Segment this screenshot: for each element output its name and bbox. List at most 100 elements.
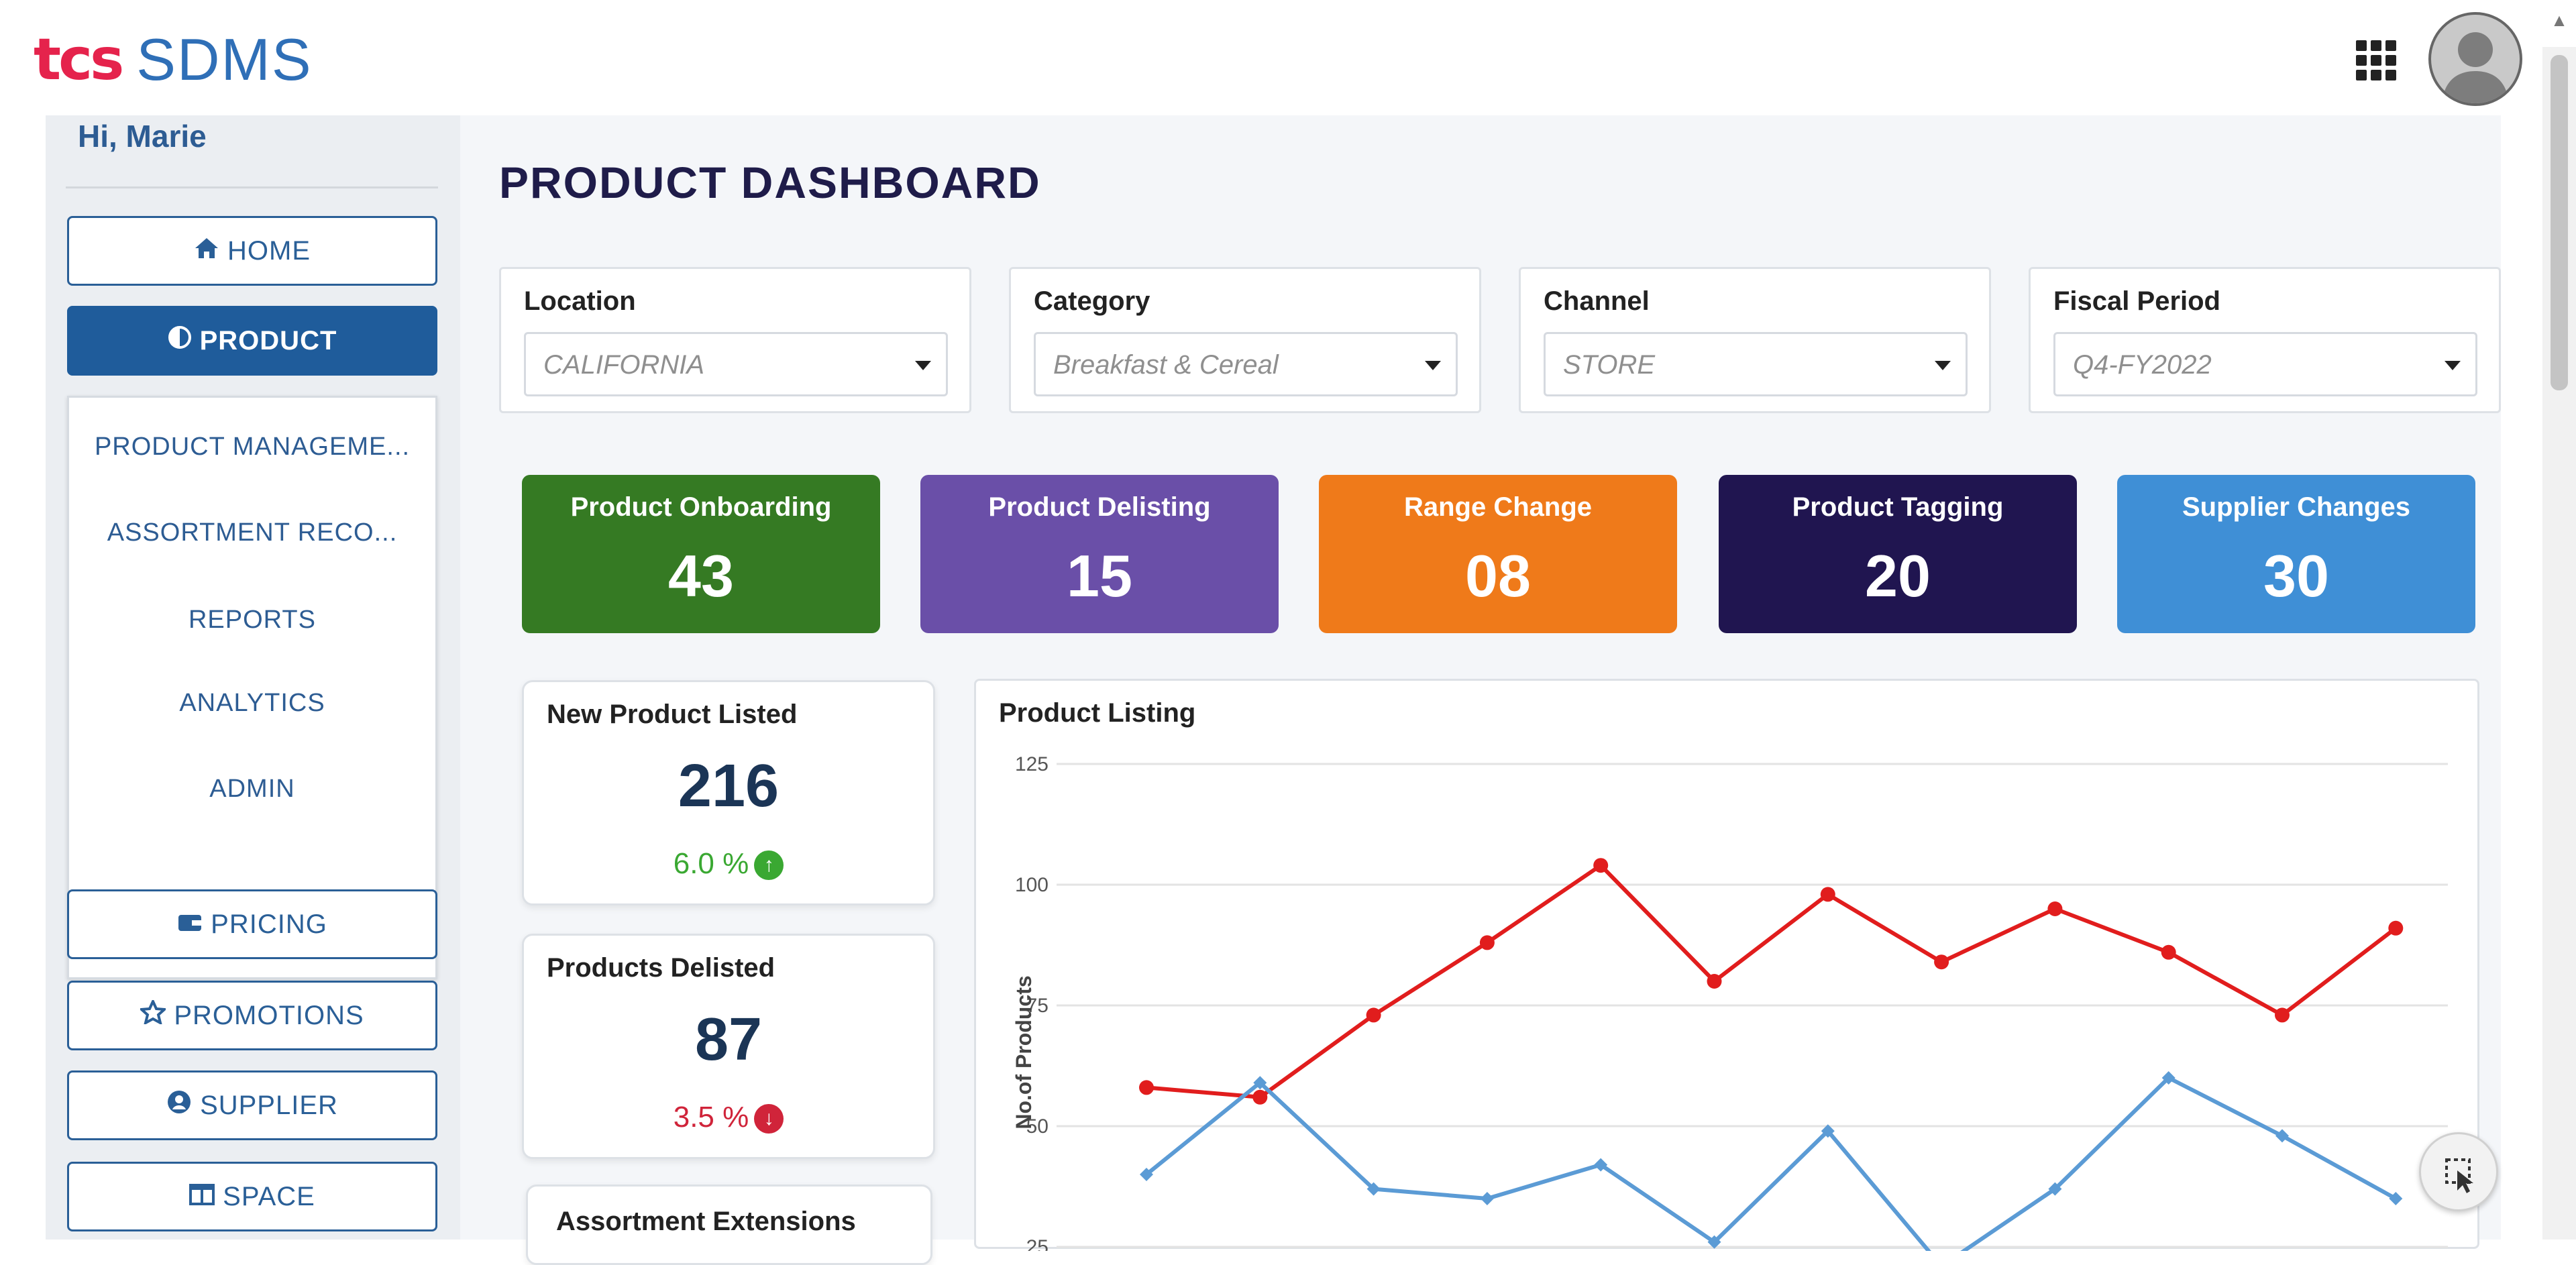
kpi-product-tagging[interactable]: Product Tagging 20	[1719, 475, 2077, 633]
stat-change-text: 3.5 %	[673, 1101, 749, 1134]
nav-product-label: PRODUCT	[199, 325, 337, 355]
nav-product-button[interactable]: PRODUCT	[67, 306, 437, 376]
main-content: PRODUCT DASHBOARD Location CALIFORNIA Ca…	[460, 115, 2501, 1265]
series-1-point	[1252, 1089, 1268, 1105]
filter-fiscal-period: Fiscal Period Q4-FY2022	[2029, 267, 2501, 413]
series-2-point	[1366, 1182, 1381, 1196]
series-2-point	[1253, 1076, 1267, 1090]
kpi-supplier-changes[interactable]: Supplier Changes 30	[2117, 475, 2475, 633]
stat-title: Products Delisted	[547, 953, 775, 983]
submenu-assortment-reco[interactable]: ASSORTMENT RECO...	[107, 518, 398, 547]
series-1-point	[1707, 974, 1722, 989]
nav-space-button[interactable]: SPACE	[67, 1162, 437, 1231]
user-avatar-icon[interactable]	[2428, 12, 2522, 106]
nav-pricing-button[interactable]: PRICING	[67, 889, 437, 959]
series-2-point	[2275, 1129, 2289, 1143]
series-2-point	[1594, 1158, 1608, 1172]
kpi-label: Range Change	[1403, 492, 1593, 522]
columns-icon	[189, 1182, 215, 1212]
stat-title: New Product Listed	[547, 700, 798, 729]
stat-value: 216	[678, 753, 780, 820]
half-circle-icon	[168, 325, 192, 356]
submenu-admin[interactable]: ADMIN	[209, 775, 295, 803]
stat-change: 3.5 % ↓	[524, 1101, 933, 1134]
stat-assortment-extensions[interactable]: Assortment Extensions	[526, 1185, 932, 1265]
stat-value: 87	[694, 1006, 763, 1073]
series-2-line	[1145, 1076, 2397, 1251]
cursor-select-fab[interactable]	[2419, 1132, 2498, 1211]
filter-value: STORE	[1563, 350, 1656, 380]
star-icon	[138, 998, 168, 1031]
nav-promotions-label: PROMOTIONS	[174, 1000, 364, 1030]
filter-category: Category Breakfast & Cereal	[1009, 267, 1481, 413]
series-1-point	[2047, 901, 2063, 916]
submenu-analytics[interactable]: ANALYTICS	[179, 689, 325, 717]
nav-home-label: HOME	[227, 235, 311, 266]
nav-supplier-button[interactable]: SUPPLIER	[67, 1070, 437, 1140]
nav-promotions-button[interactable]: PROMOTIONS	[67, 981, 437, 1050]
tcs-sdms-logo[interactable]: tcs SDMS	[34, 23, 313, 97]
y-tick-label: 50	[1026, 1115, 1049, 1138]
filter-value: CALIFORNIA	[543, 350, 705, 380]
scrollbar-thumb[interactable]	[2551, 55, 2568, 390]
filter-label: Channel	[1544, 286, 1650, 316]
series-2-point	[2161, 1071, 2176, 1085]
series-2-point	[1140, 1168, 1153, 1181]
caret-down-icon	[2445, 361, 2461, 370]
filter-label: Fiscal Period	[2053, 286, 2220, 316]
kpi-label: Product Delisting	[988, 492, 1211, 522]
chart-title: Product Listing	[999, 698, 1196, 728]
kpi-label: Product Tagging	[1792, 492, 2004, 522]
kpi-product-delisting[interactable]: Product Delisting 15	[920, 475, 1279, 633]
fiscal-period-select[interactable]: Q4-FY2022	[2053, 332, 2477, 396]
category-select[interactable]: Breakfast & Cereal	[1034, 332, 1458, 396]
arrow-down-circle-icon: ↓	[754, 1104, 784, 1134]
greeting-divider	[66, 186, 438, 188]
product-listing-chart-card: Product Listing 125 100 75 50 25 No.of Produc…	[974, 679, 2479, 1251]
filter-value: Breakfast & Cereal	[1053, 350, 1279, 380]
product-listing-chart: 125 100 75 50 25 No.of Products	[1012, 753, 2448, 1251]
filter-label: Category	[1034, 286, 1150, 316]
series-1-point	[1593, 858, 1609, 873]
scroll-up-arrow-icon[interactable]: ▲	[2551, 10, 2568, 30]
series-1-point	[2161, 944, 2176, 960]
home-icon	[194, 236, 219, 266]
y-tick-label: 75	[1026, 995, 1049, 1017]
filter-location: Location CALIFORNIA	[499, 267, 971, 413]
user-greeting: Hi, Marie	[78, 119, 207, 154]
page-scrollbar[interactable]	[2542, 47, 2576, 1240]
series-1-line	[1146, 863, 2398, 1099]
product-submenu: PRODUCT MANAGEME... ASSORTMENT RECO... R…	[67, 396, 437, 979]
kpi-value: 20	[1865, 543, 1931, 609]
kpi-product-onboarding[interactable]: Product Onboarding 43	[522, 475, 880, 633]
series-1-point	[1820, 887, 1835, 902]
user-circle-icon	[166, 1089, 192, 1121]
sidebar: Hi, Marie HOME PRODUCT PRODUCT MANAGEME.…	[46, 115, 460, 1240]
page-title: PRODUCT DASHBOARD	[499, 158, 1041, 207]
stat-products-delisted[interactable]: Products Delisted 87 3.5 % ↓	[522, 934, 935, 1159]
arrow-up-circle-icon: ↑	[754, 850, 784, 881]
y-tick-label: 125	[1015, 753, 1049, 775]
series-2-point	[1480, 1192, 1494, 1205]
stat-change-text: 6.0 %	[673, 847, 749, 880]
caret-down-icon	[1935, 361, 1951, 370]
caret-down-icon	[1425, 361, 1441, 370]
submenu-reports[interactable]: REPORTS	[188, 606, 316, 634]
kpi-label: Supplier Changes	[2182, 492, 2411, 522]
series-1-point	[1366, 1007, 1381, 1023]
logo-prefix: tcs	[34, 26, 124, 93]
nav-home-button[interactable]: HOME	[67, 216, 437, 286]
y-tick-label: 100	[1015, 874, 1049, 896]
series-1-point	[1139, 1080, 1154, 1095]
stat-new-product-listed[interactable]: New Product Listed 216 6.0 % ↑	[522, 680, 935, 905]
kpi-range-change[interactable]: Range Change 08	[1319, 475, 1677, 633]
apps-grid-icon[interactable]	[2356, 40, 2400, 80]
location-select[interactable]: CALIFORNIA	[524, 332, 948, 396]
nav-supplier-label: SUPPLIER	[200, 1090, 338, 1120]
caret-down-icon	[915, 361, 931, 370]
channel-select[interactable]: STORE	[1544, 332, 1968, 396]
series-1-point	[2275, 1007, 2290, 1023]
submenu-product-management[interactable]: PRODUCT MANAGEME...	[94, 433, 411, 461]
logo-name: SDMS	[136, 26, 313, 93]
series-2-point	[2048, 1182, 2062, 1196]
